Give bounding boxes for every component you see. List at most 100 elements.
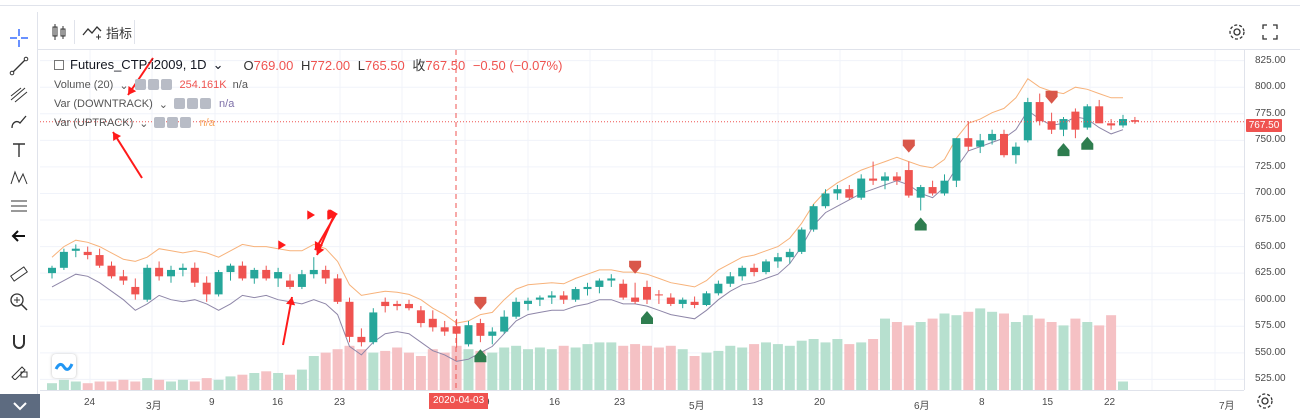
time-tick-label: 6月 bbox=[914, 401, 930, 412]
axis-settings-button[interactable] bbox=[1256, 392, 1276, 412]
volume-bar bbox=[665, 345, 676, 390]
logo-icon bbox=[54, 362, 74, 371]
pattern-tool[interactable] bbox=[7, 166, 31, 190]
indicator-controls[interactable] bbox=[134, 76, 174, 94]
buy-signal-arrow bbox=[1081, 136, 1094, 150]
candle-body bbox=[928, 187, 937, 194]
brush-tool[interactable] bbox=[7, 110, 31, 134]
uptrack-legend-row[interactable]: Var (UPTRACK) ⌄ n/a bbox=[54, 114, 215, 132]
volume-bar bbox=[475, 350, 486, 390]
volume-legend-row[interactable]: Volume (20) ⌄ 254.161K n/a bbox=[54, 76, 248, 94]
sell-signal-arrow bbox=[1045, 90, 1058, 104]
indicator-controls[interactable] bbox=[154, 114, 193, 132]
volume-bar bbox=[534, 347, 545, 390]
text-tool[interactable] bbox=[7, 138, 31, 162]
indicator-name: Volume (20) bbox=[54, 79, 114, 91]
candle-body bbox=[547, 295, 556, 298]
time-tick-label: 20 bbox=[814, 397, 826, 408]
tradingview-logo[interactable] bbox=[52, 354, 76, 378]
chevron-down-icon: ⌄ bbox=[139, 117, 149, 130]
volume-bar bbox=[344, 345, 355, 390]
ruler-tool[interactable] bbox=[7, 262, 31, 286]
candle-body bbox=[1130, 120, 1139, 122]
measure-range-tool[interactable] bbox=[7, 194, 31, 218]
collapse-legend-icon[interactable] bbox=[54, 59, 64, 70]
volume-bar bbox=[856, 342, 867, 390]
volume-bar bbox=[1010, 322, 1021, 390]
candle-body bbox=[762, 261, 770, 273]
price-tick-label: 700.00 bbox=[1255, 187, 1286, 199]
trend-line-tool[interactable] bbox=[7, 54, 31, 78]
candle-body bbox=[654, 294, 663, 296]
volume-bar bbox=[296, 369, 307, 390]
candle-body bbox=[1119, 119, 1127, 126]
downtrack-legend-row[interactable]: Var (DOWNTRACK) ⌄ n/a bbox=[54, 95, 234, 113]
indicators-icon bbox=[82, 26, 102, 40]
volume-bar bbox=[154, 379, 165, 390]
candle-body bbox=[976, 140, 985, 147]
back-tool[interactable] bbox=[7, 224, 31, 248]
candle-body bbox=[904, 170, 913, 196]
current-price-tag: 767.50 bbox=[1246, 119, 1282, 132]
annotation-arrow bbox=[112, 131, 143, 179]
price-tick-label: 675.00 bbox=[1255, 214, 1286, 225]
candle-body bbox=[940, 180, 949, 194]
volume-bar bbox=[511, 345, 522, 390]
annotation-arrowhead bbox=[307, 210, 315, 220]
chevron-down-icon[interactable]: ⌄ bbox=[212, 56, 224, 72]
volume-bar bbox=[1070, 318, 1081, 390]
candle-body bbox=[809, 206, 818, 230]
volume-bar bbox=[880, 318, 890, 390]
zoom-tool[interactable] bbox=[7, 290, 31, 314]
candle-body bbox=[964, 138, 973, 147]
price-tick-label: 625.00 bbox=[1255, 267, 1286, 279]
volume-bar bbox=[1022, 315, 1033, 390]
volume-bar bbox=[261, 371, 272, 390]
candle-body bbox=[833, 189, 842, 194]
indicators-button[interactable]: 指标 bbox=[82, 19, 132, 45]
indicator-value: 254.161K bbox=[179, 79, 227, 91]
magnet-tool[interactable] bbox=[7, 330, 31, 354]
time-tick-label: 24 bbox=[84, 397, 96, 408]
candle-body bbox=[143, 267, 152, 300]
candle-body bbox=[286, 280, 294, 287]
candle-body bbox=[345, 301, 354, 337]
chevron-down-icon bbox=[13, 402, 27, 411]
candle-body bbox=[309, 269, 318, 275]
candle-body bbox=[1071, 111, 1080, 130]
lock-pencil-icon bbox=[11, 366, 28, 380]
zoom-in-icon bbox=[10, 293, 28, 311]
volume-bar bbox=[761, 342, 771, 390]
candle-style-button[interactable] bbox=[50, 19, 68, 45]
time-axis[interactable]: 243月91623916235月13206月815227月2020-04-03 bbox=[40, 390, 1244, 418]
crosshair-tool[interactable] bbox=[7, 26, 31, 50]
buy-signal-arrow bbox=[1057, 143, 1070, 157]
candle-body bbox=[83, 251, 92, 256]
sidebar-collapse-button[interactable] bbox=[0, 394, 40, 418]
volume-bar bbox=[487, 352, 498, 390]
volume-bar bbox=[725, 345, 736, 390]
candle-body bbox=[619, 283, 628, 298]
indicator-controls[interactable] bbox=[174, 95, 213, 113]
lock-drawing-tool[interactable] bbox=[7, 358, 31, 382]
price-axis[interactable]: 825.00 800.00 775.00 750.00 725.00 700.00 675.… bbox=[1244, 50, 1300, 390]
price-chart[interactable] bbox=[40, 50, 1244, 390]
candle-body bbox=[131, 286, 140, 295]
candle-body bbox=[297, 274, 306, 287]
volume-bar bbox=[784, 345, 795, 390]
symbol-name[interactable]: Futures_CTP:i2009, 1D bbox=[70, 57, 207, 72]
candle-body bbox=[488, 331, 497, 336]
settings-button[interactable] bbox=[1228, 19, 1246, 45]
fullscreen-button[interactable] bbox=[1262, 19, 1278, 45]
time-tick-label: 23 bbox=[614, 397, 626, 408]
volume-bar bbox=[70, 381, 81, 390]
fib-icon bbox=[10, 87, 28, 103]
candle-body bbox=[726, 276, 735, 284]
candle-body bbox=[452, 326, 461, 334]
pitchfork-tool[interactable] bbox=[7, 82, 31, 106]
price-tick-label: 725.00 bbox=[1255, 160, 1286, 172]
volume-bar bbox=[927, 318, 938, 390]
candle-body bbox=[1107, 123, 1116, 126]
candle-body bbox=[607, 278, 616, 281]
